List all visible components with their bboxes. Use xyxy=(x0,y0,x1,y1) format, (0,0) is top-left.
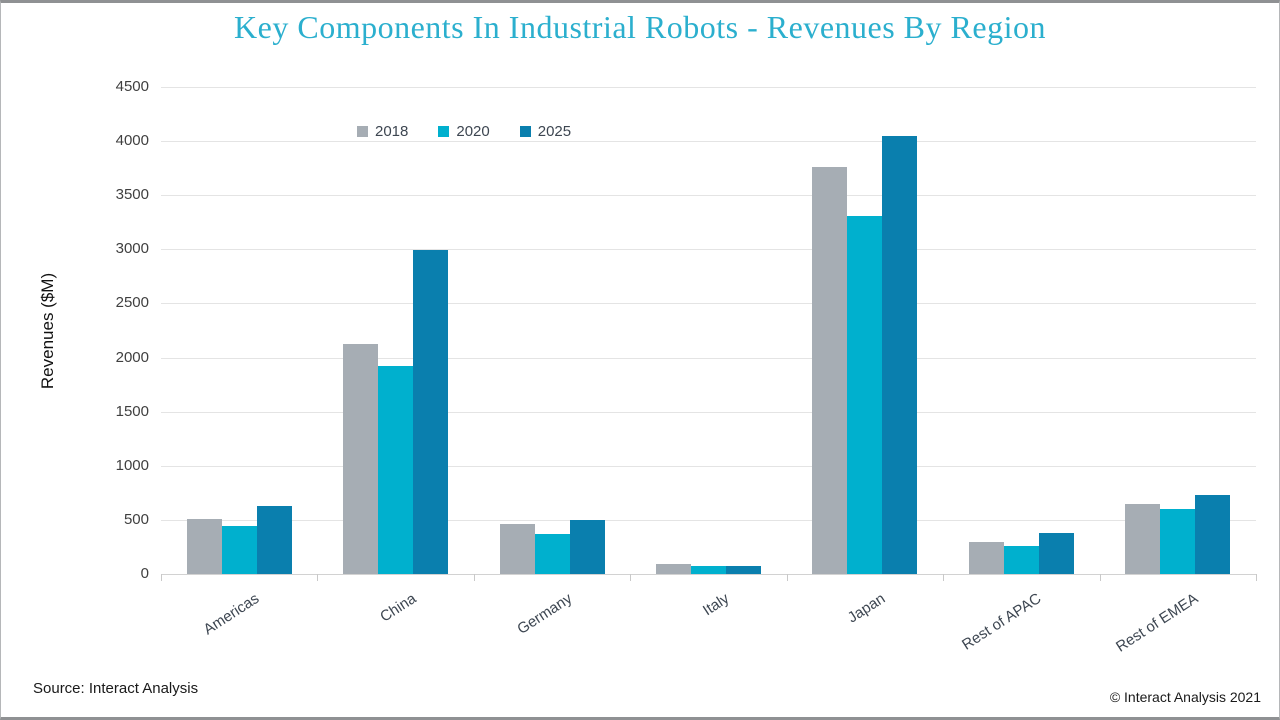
x-axis-tick xyxy=(630,574,632,581)
x-axis-tick xyxy=(161,574,162,581)
copyright-note: © Interact Analysis 2021 xyxy=(1109,689,1261,705)
y-tick-label: 1500 xyxy=(115,402,149,420)
chart-title: Key Components In Industrial Robots - Re… xyxy=(234,9,1046,45)
x-tick-label-rest-of-apac: Rest of APAC xyxy=(959,590,1045,654)
x-tick-label-rest-of-emea: Rest of EMEA xyxy=(1112,590,1202,656)
bar-2025-germany[interactable] xyxy=(569,519,605,574)
bar-2025-americas[interactable] xyxy=(256,506,292,574)
bar-2018-rest-of-apac[interactable] xyxy=(968,541,1004,574)
y-tick-label: 3000 xyxy=(115,240,149,258)
y-tick-label: 4500 xyxy=(115,78,149,95)
x-tick-label-japan: Japan xyxy=(844,590,889,627)
x-tick-label-germany: Germany xyxy=(514,590,576,638)
bar-2020-rest-of-apac[interactable] xyxy=(1003,545,1039,574)
bar-2025-rest-of-emea[interactable] xyxy=(1195,495,1231,574)
y-tick-label: 2500 xyxy=(115,294,149,312)
legend-swatch-icon xyxy=(438,126,450,137)
gridline-500 xyxy=(161,519,1256,521)
gridline-0 xyxy=(161,574,1256,575)
legend-label: 2025 xyxy=(537,123,572,140)
y-tick-label: 500 xyxy=(123,510,149,528)
x-axis-tick xyxy=(786,574,788,581)
bar-2020-japan[interactable] xyxy=(847,215,883,574)
x-axis-tick xyxy=(943,574,945,581)
gridline-4000 xyxy=(161,141,1256,143)
x-tick-label-italy: Italy xyxy=(699,590,732,620)
gridline-1000 xyxy=(161,465,1256,467)
x-axis-tick xyxy=(1099,574,1101,581)
bar-2025-rest-of-apac[interactable] xyxy=(1038,533,1074,574)
legend-item-2025[interactable]: 2025 xyxy=(519,123,572,140)
bar-2018-germany[interactable] xyxy=(499,524,535,574)
gridline-3000 xyxy=(161,249,1256,251)
bar-2018-japan[interactable] xyxy=(812,167,848,574)
gridline-2000 xyxy=(161,357,1256,359)
y-tick-label: 4000 xyxy=(115,132,149,150)
source-note: Source: Interact Analysis xyxy=(33,680,199,697)
x-axis-tick xyxy=(317,574,319,581)
bar-2025-japan[interactable] xyxy=(882,135,918,574)
legend-label: 2020 xyxy=(456,123,490,140)
legend-label: 2018 xyxy=(375,123,409,140)
bar-2018-italy[interactable] xyxy=(656,564,691,574)
x-tick-label-americas: Americas xyxy=(200,590,263,639)
x-axis-tick xyxy=(473,574,475,581)
plot-area xyxy=(161,87,1257,581)
x-axis-tick xyxy=(1256,574,1257,581)
gridline-2500 xyxy=(161,303,1256,305)
bar-2025-italy[interactable] xyxy=(726,566,761,574)
bar-2018-americas[interactable] xyxy=(186,518,222,574)
legend-item-2020[interactable]: 2020 xyxy=(438,123,490,140)
x-tick-label-china: China xyxy=(376,590,419,626)
bar-2018-rest-of-emea[interactable] xyxy=(1125,504,1161,574)
legend-swatch-icon xyxy=(357,126,368,137)
bar-2020-americas[interactable] xyxy=(221,526,257,574)
y-axis-title: Revenues ($M) xyxy=(38,272,57,390)
gridline-4500 xyxy=(161,87,1256,88)
gridline-1500 xyxy=(161,411,1256,413)
y-tick-label: 2000 xyxy=(115,348,149,366)
bar-2018-china[interactable] xyxy=(343,343,379,574)
legend-item-2018[interactable]: 2018 xyxy=(357,123,408,140)
gridline-3500 xyxy=(161,195,1256,197)
legend-swatch-icon xyxy=(519,126,531,137)
bar-2020-germany[interactable] xyxy=(534,533,570,574)
y-tick-label: 1000 xyxy=(115,456,149,474)
bar-2020-china[interactable] xyxy=(378,366,414,574)
bar-2020-italy[interactable] xyxy=(691,566,726,574)
y-tick-label: 3500 xyxy=(115,186,149,204)
bar-2020-rest-of-emea[interactable] xyxy=(1160,509,1196,574)
y-tick-label: 0 xyxy=(140,565,149,582)
chart-legend: 2018 2020 2025 xyxy=(357,123,571,140)
bar-2025-china[interactable] xyxy=(413,250,449,574)
